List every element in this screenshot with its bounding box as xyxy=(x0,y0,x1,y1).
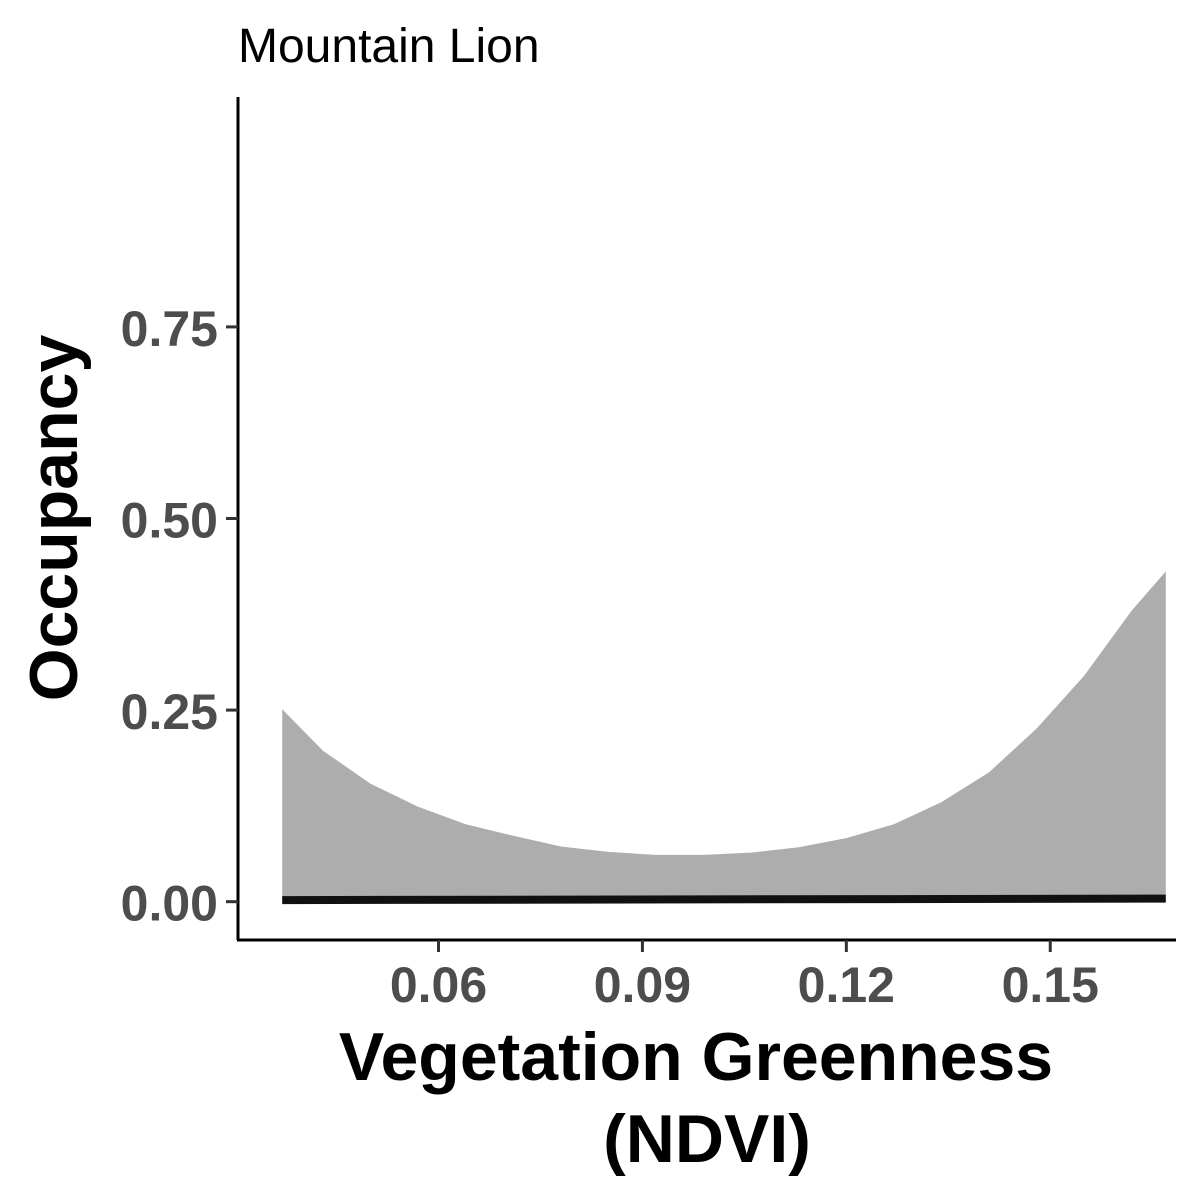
y-axis-ticks: 0.00 0.25 0.50 0.75 xyxy=(121,301,238,932)
x-tick-label: 0.09 xyxy=(594,957,691,1013)
x-axis-ticks: 0.06 0.09 0.12 0.15 xyxy=(390,940,1099,1013)
y-tick-label: 0.50 xyxy=(121,493,218,549)
y-tick-label: 0.00 xyxy=(121,876,218,932)
plot-area xyxy=(282,571,1166,905)
occupancy-line xyxy=(282,894,1166,905)
chart-title: Mountain Lion xyxy=(238,20,540,73)
x-axis-title-line-1: Vegetation Greenness xyxy=(339,1019,1053,1095)
y-axis-title: Occupancy xyxy=(16,335,92,702)
x-tick-label: 0.15 xyxy=(1002,957,1099,1013)
x-axis-title-line-2: (NDVI) xyxy=(603,1101,811,1177)
y-tick-label: 0.75 xyxy=(121,301,218,357)
x-tick-label: 0.06 xyxy=(390,957,487,1013)
confidence-ribbon xyxy=(282,571,1166,901)
x-tick-label: 0.12 xyxy=(798,957,895,1013)
y-tick-label: 0.25 xyxy=(121,684,218,740)
